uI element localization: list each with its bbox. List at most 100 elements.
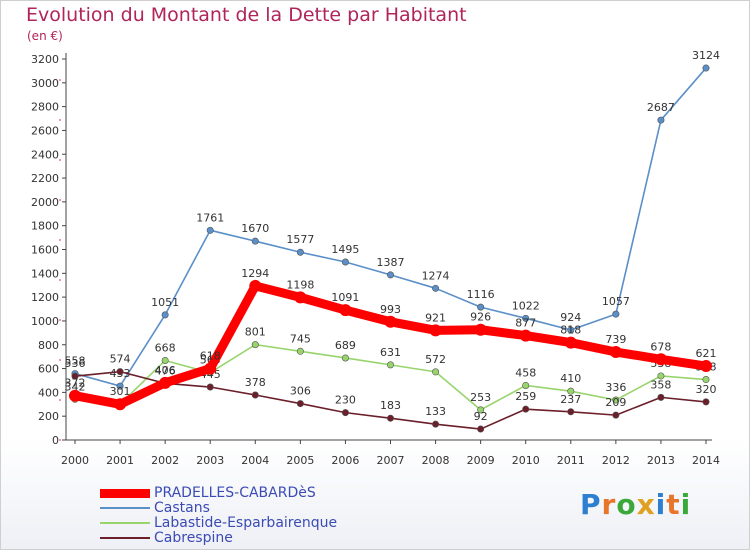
data-label: 3124: [692, 49, 720, 62]
data-label: 358: [650, 378, 671, 391]
y-tick-label: 3000: [31, 77, 59, 90]
data-label: 801: [245, 326, 266, 339]
logo-letter: x: [636, 488, 656, 521]
legend-swatch: [100, 489, 150, 498]
data-point: [341, 354, 349, 362]
data-label: 558: [65, 355, 86, 368]
data-point: [69, 389, 81, 402]
data-point: [612, 310, 620, 318]
data-point: [564, 336, 577, 349]
x-tick-label: 2000: [61, 454, 89, 467]
data-point: [386, 361, 394, 369]
y-tick-label: 1400: [31, 267, 59, 280]
data-label: 458: [515, 366, 536, 379]
data-point: [702, 376, 710, 384]
logo-letter: t: [666, 488, 681, 521]
legend-swatch: [100, 522, 150, 524]
y-tick-label: 2600: [31, 124, 59, 137]
data-label: 1387: [377, 256, 405, 269]
data-point: [477, 406, 485, 414]
data-point: [657, 393, 665, 401]
data-label: 209: [605, 396, 626, 409]
data-point: [249, 279, 262, 292]
data-point: [609, 346, 622, 359]
data-point: [71, 372, 79, 380]
x-tick-label: 2004: [241, 454, 269, 467]
legend-item: Castans: [100, 501, 480, 516]
data-point: [612, 411, 620, 419]
data-point: [384, 315, 397, 328]
data-label: 631: [380, 346, 401, 359]
y-tick-label: 2800: [31, 101, 59, 114]
data-point: [161, 311, 169, 319]
y-tick-label: 200: [38, 410, 59, 423]
data-label: 1022: [512, 299, 540, 312]
data-label: 1198: [286, 278, 314, 291]
data-label: 336: [605, 381, 626, 394]
data-label: 689: [335, 339, 356, 352]
logo-letter: o: [616, 488, 637, 521]
y-tick-label: 600: [38, 363, 59, 376]
x-tick-label: 2005: [286, 454, 314, 467]
y-tick-label: 2400: [31, 148, 59, 161]
data-label: 253: [470, 391, 491, 404]
legend-label: Castans: [154, 500, 210, 516]
legend-label: PRADELLES-CABARDèS: [154, 485, 316, 501]
x-tick-label: 2014: [692, 454, 720, 467]
data-point: [702, 64, 710, 72]
x-tick-label: 2009: [467, 454, 495, 467]
data-label: 574: [110, 353, 131, 366]
data-point: [159, 376, 172, 389]
logo-letter: i: [655, 488, 667, 521]
data-point: [251, 341, 259, 349]
x-tick-label: 2008: [422, 454, 450, 467]
data-point: [657, 116, 665, 124]
data-label: 618: [200, 350, 221, 363]
data-point: [341, 258, 349, 266]
x-tick-label: 2007: [377, 454, 405, 467]
data-point: [114, 398, 127, 411]
data-label: 476: [155, 364, 176, 377]
data-label: 745: [290, 332, 311, 345]
data-point: [296, 400, 304, 408]
y-tick-label: 1600: [31, 244, 59, 257]
data-label: 237: [560, 393, 581, 406]
data-label: 536: [65, 357, 86, 370]
data-label: 1761: [196, 211, 224, 224]
data-point: [386, 271, 394, 279]
data-label: 410: [560, 372, 581, 385]
data-label: 320: [696, 383, 717, 396]
data-label: 621: [696, 347, 717, 360]
data-point: [477, 425, 485, 433]
data-point: [341, 409, 349, 417]
data-point: [296, 248, 304, 256]
data-point: [432, 420, 440, 428]
legend-swatch: [100, 507, 150, 509]
data-label: 301: [110, 385, 131, 398]
data-point: [251, 237, 259, 245]
y-tick-label: 2000: [31, 196, 59, 209]
data-point: [567, 408, 575, 416]
data-point: [522, 405, 530, 413]
data-point: [116, 382, 124, 390]
data-point: [567, 387, 575, 395]
line-chart: 0 200 400 600 800 1000 1200 1400 1600 1800 2000 220…: [31, 49, 720, 467]
data-point: [429, 324, 442, 337]
chart-legend: PRADELLES-CABARDèS Castans Labastide-Espar…: [100, 486, 480, 546]
y-tick-label: 1000: [31, 315, 59, 328]
y-tick-label: 3200: [31, 53, 59, 66]
legend-item: PRADELLES-CABARDèS: [100, 486, 480, 501]
legend-swatch: [100, 537, 150, 539]
data-point: [522, 314, 530, 322]
chart-subtitle: (en €): [27, 29, 63, 43]
legend-label: Labastide-Esparbairenque: [154, 515, 338, 531]
data-label: 230: [335, 394, 356, 407]
data-point: [251, 391, 259, 399]
data-point: [474, 323, 487, 336]
x-tick-label: 2001: [106, 454, 134, 467]
y-tick-label: 400: [38, 386, 59, 399]
data-label: 924: [560, 311, 581, 324]
data-point: [339, 304, 352, 317]
y-tick-label: 0: [52, 434, 59, 447]
x-tick-label: 2011: [557, 454, 585, 467]
